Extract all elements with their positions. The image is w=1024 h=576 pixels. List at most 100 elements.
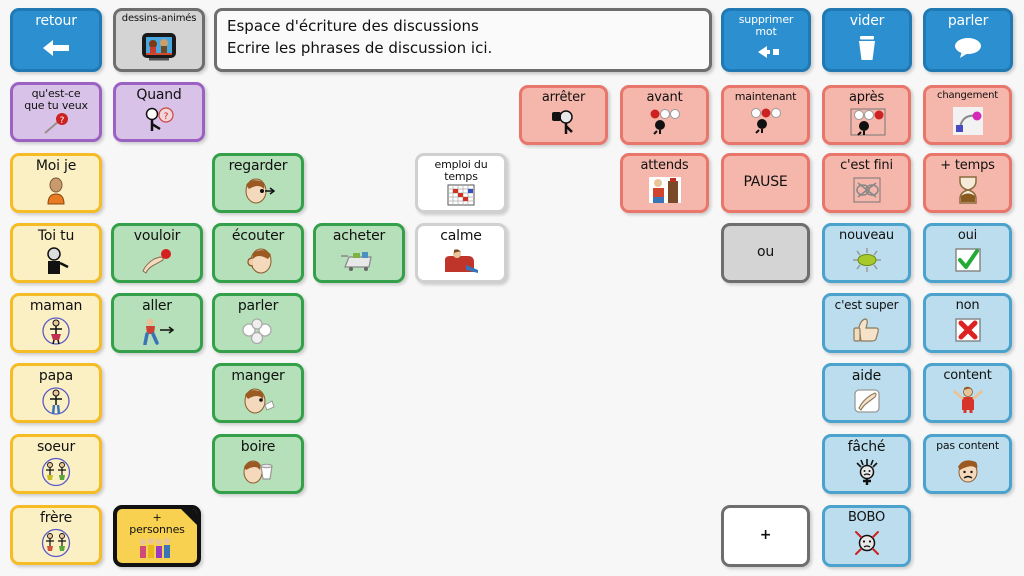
cartoons-button[interactable]: dessins-animés bbox=[113, 8, 205, 72]
question-when[interactable]: Quand ? bbox=[113, 82, 205, 142]
feeling-cest-super-button[interactable]: c'est super bbox=[822, 293, 911, 353]
button-label: Toi tu bbox=[37, 228, 75, 244]
feeling-fache-button[interactable]: fâché bbox=[822, 434, 911, 494]
change-arrow-icon bbox=[928, 102, 1007, 141]
person-maman-button[interactable]: maman bbox=[10, 293, 102, 353]
verb-manger-button[interactable]: manger bbox=[212, 363, 304, 423]
feeling-pas-content-button[interactable]: pas content bbox=[923, 434, 1012, 494]
button-label: vouloir bbox=[133, 228, 181, 244]
person-frere-button[interactable]: frère bbox=[10, 505, 102, 565]
time-finished-button[interactable]: c'est fini bbox=[822, 153, 911, 213]
time-stop-button[interactable]: arrêter bbox=[519, 85, 608, 145]
after-dots-icon bbox=[827, 105, 906, 140]
time-before-button[interactable]: avant bbox=[620, 85, 709, 145]
button-label: fâché bbox=[847, 439, 886, 455]
stop-hand-icon bbox=[524, 105, 603, 140]
cartoons-button-label: dessins-animés bbox=[121, 13, 197, 24]
question-pin-icon: ? bbox=[15, 111, 97, 137]
mother-icon bbox=[15, 314, 97, 348]
calm-button[interactable]: calme bbox=[415, 223, 507, 283]
clear-button[interactable]: vider bbox=[822, 8, 912, 72]
back-button-label: retour bbox=[35, 13, 77, 29]
verb-vouloir-button[interactable]: vouloir bbox=[111, 223, 203, 283]
time-change-button[interactable]: changement bbox=[923, 85, 1012, 145]
button-label: papa bbox=[38, 368, 74, 384]
back-button[interactable]: retour bbox=[10, 8, 102, 72]
feeling-bobo-button[interactable]: BOBO bbox=[822, 505, 911, 567]
button-label: attends bbox=[640, 158, 689, 173]
delete-word-button[interactable]: supprimer mot bbox=[721, 8, 811, 72]
angry-face-icon bbox=[827, 455, 906, 489]
button-label: changement bbox=[937, 90, 998, 101]
button-label: après bbox=[848, 90, 885, 105]
button-label: aller bbox=[142, 298, 172, 314]
button-label: soeur bbox=[36, 439, 76, 455]
verb-boire-button[interactable]: boire bbox=[212, 434, 304, 494]
verb-parler-button[interactable]: parler bbox=[212, 293, 304, 353]
trash-icon bbox=[827, 29, 907, 67]
time-after-button[interactable]: après bbox=[822, 85, 911, 145]
verb-aller-button[interactable]: aller bbox=[111, 293, 203, 353]
button-label: c'est super bbox=[834, 298, 899, 312]
button-label: Moi je bbox=[35, 158, 77, 174]
walking-person-icon bbox=[116, 314, 198, 348]
feeling-nouveau-button[interactable]: nouveau bbox=[822, 223, 911, 283]
speech-bubble-icon bbox=[928, 29, 1008, 67]
schedule-button[interactable]: emploi du temps bbox=[415, 153, 507, 213]
message-line-2: Ecrire les phrases de discussion ici. bbox=[227, 38, 493, 57]
button-label: non bbox=[955, 298, 980, 313]
button-label: c'est fini bbox=[840, 158, 893, 173]
button-label: parler bbox=[237, 298, 279, 314]
connector-or-button[interactable]: ou bbox=[721, 223, 810, 283]
button-label: pas content bbox=[936, 439, 999, 452]
feeling-non-button[interactable]: non bbox=[923, 293, 1012, 353]
question-label: Quand bbox=[136, 87, 182, 103]
talking-bubbles-icon bbox=[217, 314, 299, 348]
speak-button-label: parler bbox=[947, 13, 989, 29]
speak-button[interactable]: parler bbox=[923, 8, 1013, 72]
button-label: nouveau bbox=[839, 228, 894, 243]
drinking-face-icon bbox=[217, 455, 299, 489]
feeling-aide-button[interactable]: aide bbox=[822, 363, 911, 423]
person-moi-je-button[interactable]: Moi je bbox=[10, 153, 102, 213]
sad-face-icon bbox=[928, 452, 1007, 489]
person-self-icon bbox=[15, 174, 97, 208]
person-soeur-button[interactable]: soeur bbox=[10, 434, 102, 494]
button-label: écouter bbox=[231, 228, 285, 244]
button-label: + temps bbox=[940, 158, 995, 173]
before-dots-icon bbox=[625, 105, 704, 140]
person-toi-tu-button[interactable]: Toi tu bbox=[10, 223, 102, 283]
time-more-time-button[interactable]: + temps bbox=[923, 153, 1012, 213]
relaxing-person-icon bbox=[420, 244, 502, 278]
folder-corner-icon bbox=[180, 509, 197, 526]
group-people-icon bbox=[119, 535, 195, 561]
button-label: maman bbox=[29, 298, 83, 314]
clear-button-label: vider bbox=[849, 13, 885, 29]
button-label: avant bbox=[646, 90, 683, 105]
delete-word-label: supprimer mot bbox=[738, 13, 794, 38]
time-wait-button[interactable]: attends bbox=[620, 153, 709, 213]
add-button[interactable]: + bbox=[721, 505, 810, 567]
button-label: ou bbox=[756, 244, 775, 261]
more-people-folder-button[interactable]: + personnes bbox=[113, 505, 201, 567]
button-label: content bbox=[943, 368, 992, 383]
helping-hand-icon bbox=[827, 384, 906, 418]
thumbs-up-icon bbox=[827, 312, 906, 348]
feeling-oui-button[interactable]: oui bbox=[923, 223, 1012, 283]
time-now-button[interactable]: maintenant bbox=[721, 85, 810, 145]
verb-ecouter-button[interactable]: écouter bbox=[212, 223, 304, 283]
person-papa-button[interactable]: papa bbox=[10, 363, 102, 423]
button-label: aide bbox=[851, 368, 882, 384]
father-icon bbox=[15, 384, 97, 418]
eating-face-icon bbox=[217, 384, 299, 418]
question-what-do-you-want[interactable]: qu'est-ce que tu veux ? bbox=[10, 82, 102, 142]
verb-acheter-button[interactable]: acheter bbox=[313, 223, 405, 283]
waiting-person-icon bbox=[625, 173, 704, 208]
message-window[interactable]: Espace d'écriture des discussions Ecrire… bbox=[214, 8, 712, 72]
feeling-content-button[interactable]: content bbox=[923, 363, 1012, 423]
button-label: boire bbox=[240, 439, 276, 455]
verb-regarder-button[interactable]: regarder bbox=[212, 153, 304, 213]
button-label: calme bbox=[440, 228, 482, 244]
time-pause-button[interactable]: PAUSE bbox=[721, 153, 810, 213]
